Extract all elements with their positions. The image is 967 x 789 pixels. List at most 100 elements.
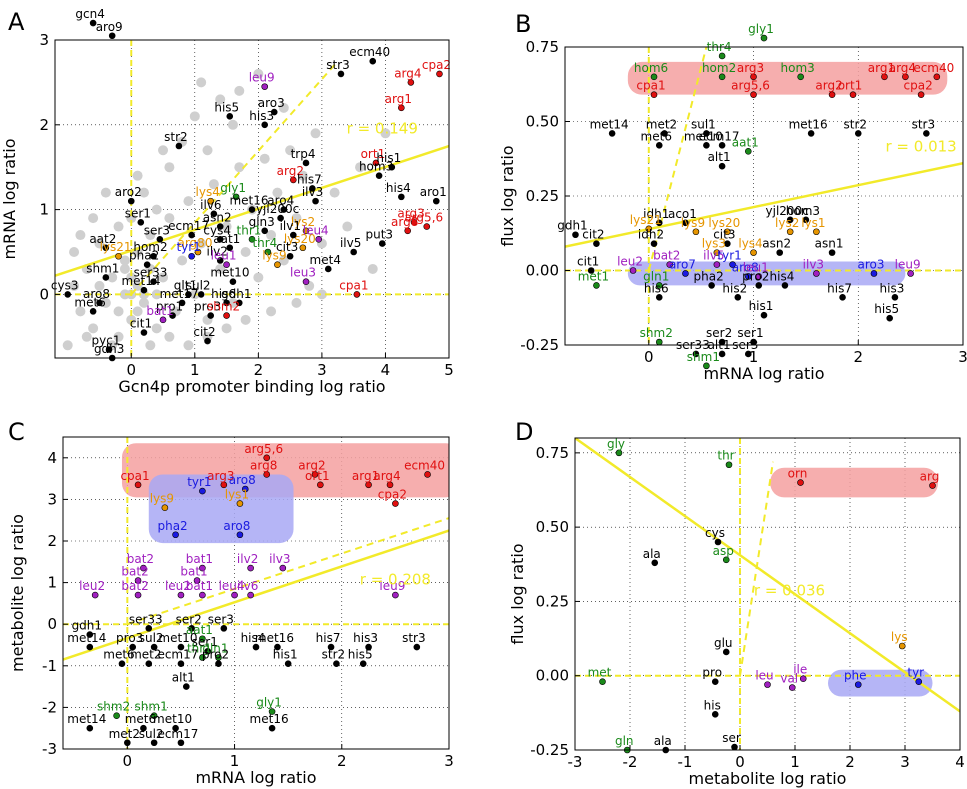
point-label: cys (705, 526, 725, 540)
x-tick-label: 0 (126, 361, 136, 379)
y-tick-label: 0.25 (536, 592, 569, 610)
background-point (158, 272, 169, 283)
data-point (718, 142, 726, 149)
data-point (755, 282, 763, 289)
data-point (261, 121, 269, 129)
data-point (849, 91, 857, 98)
data-point (232, 193, 240, 201)
data-point (236, 500, 244, 507)
background-point (329, 187, 340, 198)
point-label: shm1 (135, 700, 168, 714)
point-label: glt1 (174, 278, 197, 292)
point-label: arg4 (889, 61, 916, 75)
point-label: lys9 (150, 492, 174, 506)
data-point (156, 235, 164, 243)
data-point (102, 274, 110, 281)
data-point (199, 654, 206, 661)
data-point (718, 162, 726, 170)
data-point (91, 591, 99, 599)
point-label: lys2 (291, 215, 315, 229)
background-point (310, 128, 321, 139)
x-tick-label: 1 (190, 361, 200, 379)
background-point (158, 145, 169, 156)
data-point (881, 73, 888, 81)
data-point (150, 252, 157, 260)
point-label: alt1 (172, 671, 195, 685)
background-point (88, 323, 99, 334)
point-label: str3 (912, 117, 936, 131)
data-point (764, 681, 771, 688)
data-point (324, 265, 332, 273)
point-label: gly1 (220, 181, 246, 195)
background-point (196, 238, 207, 249)
data-point (813, 228, 820, 236)
point-label: his1 (749, 299, 774, 313)
data-point (734, 294, 742, 301)
data-point (188, 231, 195, 239)
point-label: hom2 (702, 61, 736, 75)
data-point (145, 625, 153, 632)
data-point (350, 248, 357, 256)
x-axis-label: mRNA log ratio (195, 768, 316, 787)
point-label: met17 (160, 287, 199, 301)
point-label: his3 (880, 281, 905, 295)
data-point (337, 70, 345, 78)
data-point (150, 712, 158, 720)
point-label: cit3 (713, 228, 735, 242)
data-point (199, 635, 206, 643)
background-point (278, 102, 289, 113)
data-point (599, 678, 606, 685)
data-point (299, 244, 307, 252)
x-tick-label: 3 (444, 752, 454, 770)
background-point (234, 162, 245, 173)
data-point (333, 660, 340, 668)
data-point (375, 172, 383, 179)
background-point (227, 297, 238, 308)
point-label: ilv3 (803, 257, 824, 271)
data-point (629, 267, 637, 274)
point-label: ser3 (144, 223, 170, 237)
point-label: gln1 (202, 641, 228, 655)
data-point (235, 299, 243, 307)
data-point (432, 197, 440, 205)
background-point (94, 238, 105, 249)
point-label: shm2 (640, 326, 673, 340)
point-label: shm2 (207, 300, 240, 314)
point-label: asn1 (815, 237, 844, 251)
point-label: met2 (646, 117, 677, 131)
point-label: tyr1 (187, 475, 211, 489)
point-label: hom3 (359, 160, 393, 174)
data-point (413, 643, 421, 651)
data-point (177, 660, 185, 668)
data-point (150, 643, 158, 651)
background-point (69, 280, 80, 291)
point-label: arg5,6 (731, 79, 770, 93)
point-label: aro3 (258, 96, 285, 110)
point-label: thr (717, 449, 734, 463)
y-tick-label: 2 (47, 532, 57, 550)
background-point (94, 280, 105, 291)
point-label: val (780, 672, 798, 686)
data-point (113, 712, 120, 720)
point-label: leu2 (617, 255, 643, 269)
point-label: hom2 (133, 240, 167, 254)
background-point (126, 314, 137, 325)
axes-frame (54, 39, 450, 359)
point-label: lys (891, 630, 908, 644)
data-point (86, 724, 94, 732)
point-label: str2 (843, 117, 867, 131)
point-label: gdh1 (72, 619, 102, 633)
data-point (150, 739, 158, 747)
point-label: leu3 (290, 266, 316, 280)
plot-area (575, 438, 960, 750)
point-label: lys1 (801, 216, 825, 230)
point-label: met16 (229, 194, 268, 208)
data-point (223, 299, 230, 307)
data-point (760, 34, 768, 42)
y-tick-label: -3 (42, 740, 57, 758)
data-point (286, 252, 294, 260)
data-point (229, 278, 237, 285)
point-label: cit1 (577, 255, 599, 269)
point-label: gly1 (748, 22, 774, 36)
point-label: cpa2 (904, 79, 933, 93)
